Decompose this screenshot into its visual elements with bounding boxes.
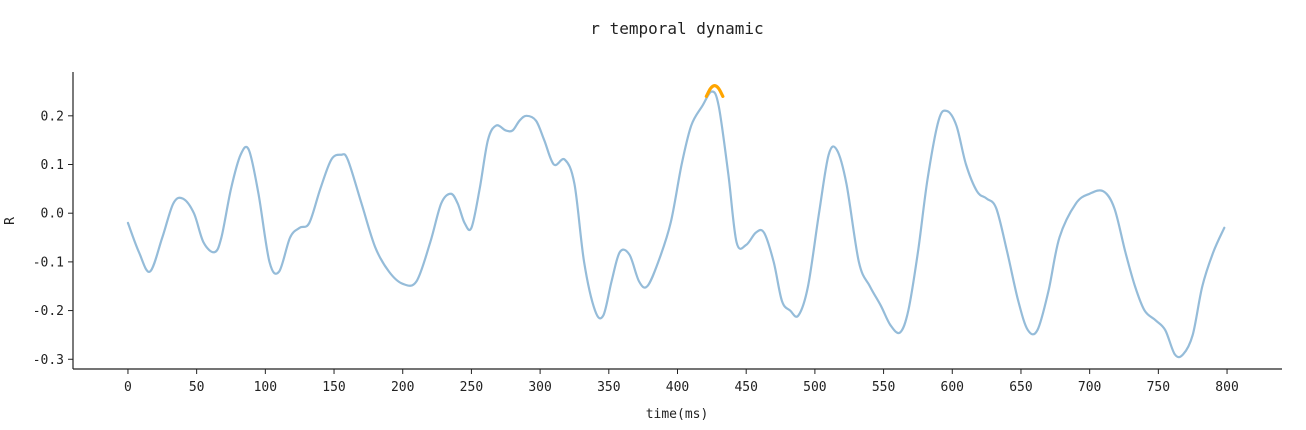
x-tick-label: 600: [941, 380, 964, 395]
x-axis-title: time(ms): [646, 407, 709, 422]
x-tick-label: 800: [1215, 380, 1238, 395]
x-tick-label: 300: [528, 380, 551, 395]
y-tick-label: -0.3: [33, 353, 64, 368]
x-tick-label: 150: [322, 380, 345, 395]
series-line-highlight: [704, 84, 725, 98]
x-tick-label: 100: [254, 380, 277, 395]
x-tick-label: 700: [1078, 380, 1101, 395]
x-tick-label: 50: [189, 380, 205, 395]
x-ticks: 0 50 100 150 200 250 300 350 400 450 500 550 600 650 7…: [124, 369, 1239, 395]
y-tick-label: -0.2: [33, 304, 64, 319]
x-tick-label: 0: [124, 380, 132, 395]
series-line-r: [126, 90, 1226, 359]
chart-title: r temporal dynamic: [590, 19, 763, 38]
x-tick-label: 250: [460, 380, 483, 395]
plot-area: [126, 84, 1226, 359]
x-tick-label: 450: [734, 380, 757, 395]
x-tick-label: 400: [666, 380, 689, 395]
y-tick-label: -0.1: [33, 255, 64, 270]
x-tick-label: 550: [872, 380, 895, 395]
x-tick-label: 500: [803, 380, 826, 395]
y-tick-label: 0.2: [41, 109, 64, 124]
x-tick-label: 200: [391, 380, 414, 395]
y-tick-label: 0.0: [41, 207, 64, 222]
y-ticks: -0.3 -0.2 -0.1 0.0 0.1 0.2: [33, 109, 73, 368]
x-tick-label: 750: [1147, 380, 1170, 395]
x-tick-label: 650: [1009, 380, 1032, 395]
y-axis-title: R: [3, 217, 18, 225]
y-tick-label: 0.1: [41, 158, 64, 173]
x-tick-label: 350: [597, 380, 620, 395]
